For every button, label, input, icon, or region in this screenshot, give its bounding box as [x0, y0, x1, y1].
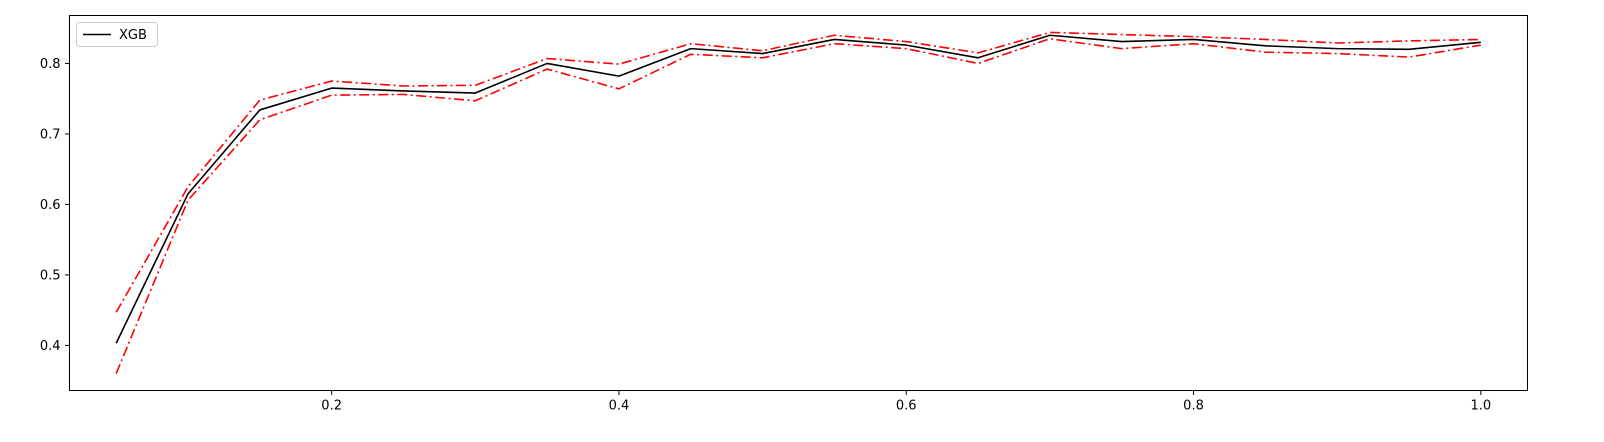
y-axis: 0.4 0.5 0.6 0.7 0.8 — [40, 57, 70, 354]
legend: XGB — [76, 22, 158, 47]
x-tick-label: 0.6 — [896, 399, 917, 414]
y-tick-label: 0.4 — [40, 339, 61, 354]
legend-box — [76, 22, 158, 47]
y-tick-label: 0.5 — [40, 268, 61, 283]
y-tick-label: 0.6 — [40, 198, 61, 213]
x-tick-label: 0.2 — [321, 399, 342, 414]
x-tick-label: 1.0 — [1470, 399, 1491, 414]
series-layer — [115, 31, 1481, 374]
x-tick-label: 0.8 — [1183, 399, 1204, 414]
x-tick-label: 0.4 — [609, 399, 630, 414]
y-tick-label: 0.8 — [40, 57, 61, 72]
series-line-lower-bound — [115, 37, 1481, 374]
series-line-xgb — [115, 34, 1481, 344]
y-tick-label: 0.7 — [40, 127, 61, 142]
series-line-upper-bound — [115, 31, 1481, 313]
legend-label-xgb: XGB — [119, 28, 147, 43]
axes-frame — [69, 15, 1528, 391]
x-axis: 0.2 0.4 0.6 0.8 1.0 — [321, 390, 1491, 414]
